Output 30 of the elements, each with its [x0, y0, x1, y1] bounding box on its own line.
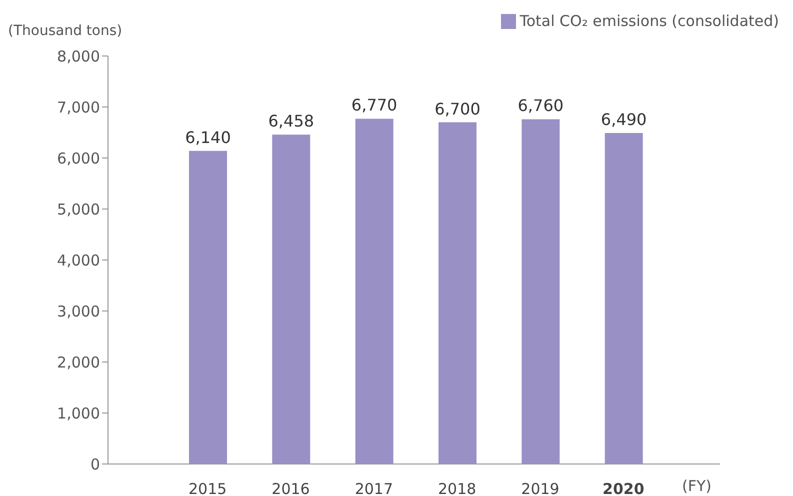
- bar: [272, 134, 310, 464]
- bar: [522, 119, 560, 464]
- x-axis-title: (FY): [682, 477, 712, 495]
- data-label: 6,760: [518, 96, 564, 116]
- data-label: 6,458: [268, 112, 314, 131]
- bar: [355, 118, 394, 464]
- y-tick-label: 7,000: [57, 98, 100, 116]
- x-tick-label: 2020: [602, 480, 644, 496]
- bar: [438, 122, 476, 464]
- y-tick-label: 0: [90, 455, 100, 474]
- y-axis-title: (Thousand tons): [8, 23, 122, 39]
- y-tick-label: 1,000: [57, 404, 100, 422]
- y-tick-label: 4,000: [57, 251, 100, 270]
- data-label: 6,490: [600, 110, 647, 130]
- y-tick-label: 2,000: [57, 353, 100, 372]
- data-label: 6,770: [351, 96, 398, 115]
- x-tick-label: 2018: [438, 480, 476, 496]
- x-tick-label: 2016: [272, 480, 310, 496]
- data-label: 6,140: [185, 128, 231, 147]
- legend-label: Total CO₂ emissions (consolidated): [520, 12, 779, 30]
- bar: [189, 150, 227, 464]
- bar: [604, 133, 643, 464]
- x-tick-label: 2019: [521, 480, 560, 496]
- y-tick-label: 8,000: [57, 47, 100, 66]
- x-tick-label: 2015: [188, 480, 227, 496]
- x-tick-label: 2017: [354, 480, 394, 496]
- y-tick-label: 5,000: [57, 200, 100, 218]
- data-label: 6,700: [434, 99, 480, 118]
- y-tick-label: 6,000: [57, 149, 100, 168]
- y-tick-label: 3,000: [57, 302, 100, 320]
